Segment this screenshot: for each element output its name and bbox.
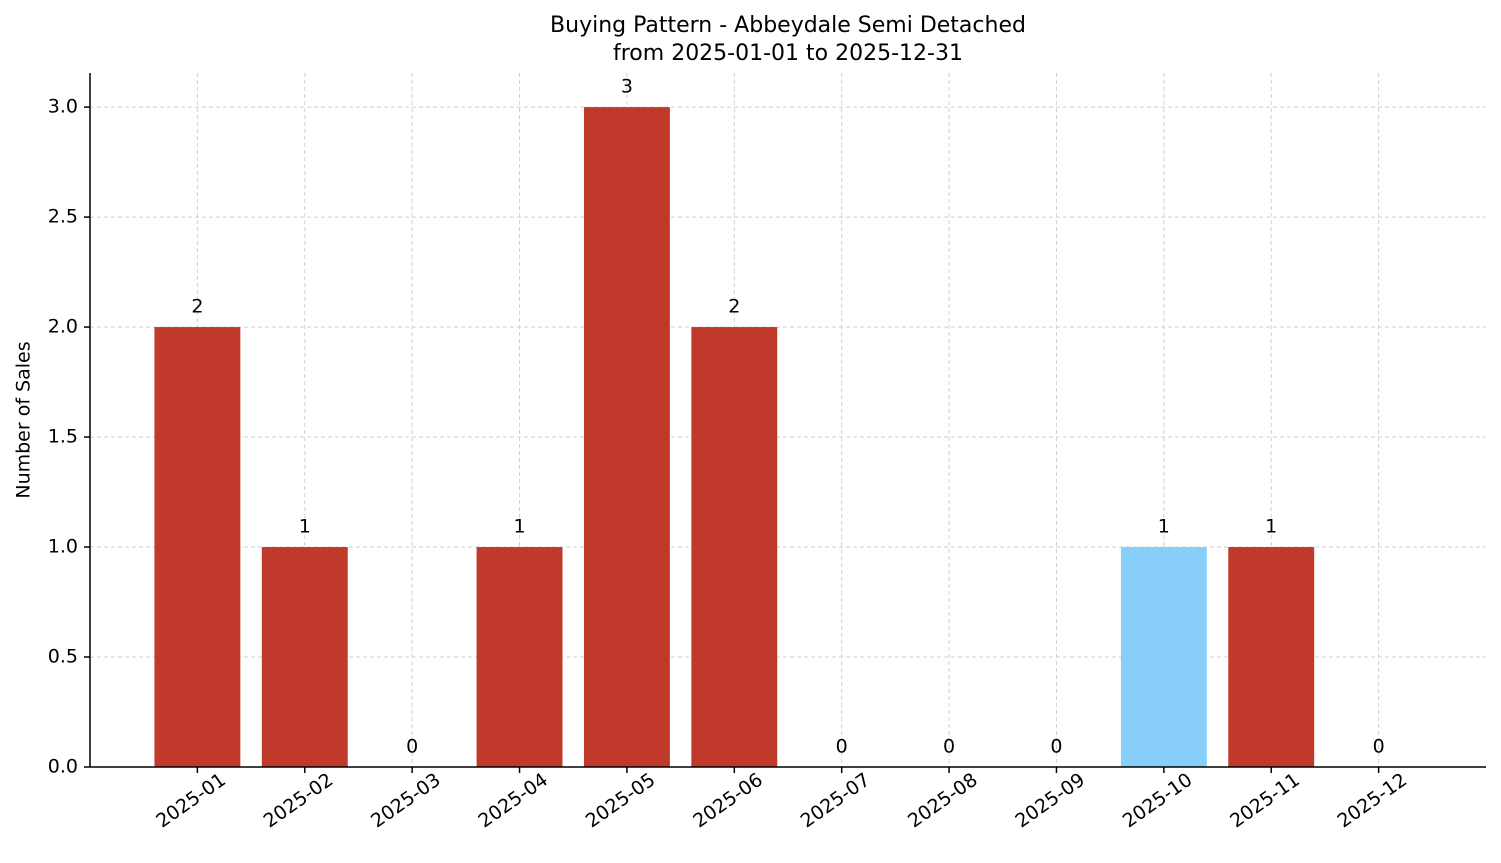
value-label: 0 (406, 736, 418, 758)
bar (1120, 547, 1207, 767)
y-tick-label: 1.5 (48, 426, 78, 448)
x-tick-label: 2025-10 (1119, 769, 1197, 833)
x-tick-label: 2025-04 (474, 769, 552, 833)
y-tick-label: 2.0 (48, 316, 78, 338)
bar (154, 327, 241, 767)
value-label: 0 (836, 736, 848, 758)
value-label: 0 (1050, 736, 1062, 758)
chart-title: Buying Pattern - Abbeydale Semi Detached (550, 13, 1026, 38)
bar (1228, 547, 1315, 767)
bar (476, 547, 563, 767)
x-tick-label: 2025-08 (904, 769, 982, 833)
bar (261, 547, 348, 767)
value-label: 1 (513, 516, 525, 538)
value-label: 0 (943, 736, 955, 758)
value-label: 1 (1265, 516, 1277, 538)
value-label: 1 (299, 516, 311, 538)
value-label: 0 (1373, 736, 1385, 758)
x-tick-label: 2025-09 (1011, 769, 1089, 833)
x-tick-label: 2025-05 (582, 769, 660, 833)
y-axis-label: Number of Sales (13, 341, 35, 498)
x-tick-label: 2025-11 (1226, 769, 1304, 833)
y-tick-label: 2.5 (48, 206, 78, 228)
x-tick-label: 2025-06 (689, 769, 767, 833)
chart-subtitle: from 2025-01-01 to 2025-12-31 (613, 41, 963, 66)
x-tick-label: 2025-01 (152, 769, 230, 833)
x-tick-label: 2025-07 (797, 769, 875, 833)
x-tick-label: 2025-03 (367, 769, 445, 833)
x-tick-label: 2025-02 (260, 769, 338, 833)
y-tick-label: 0.0 (48, 756, 78, 778)
value-label: 3 (621, 76, 633, 98)
value-label: 2 (191, 296, 203, 318)
bar (583, 107, 670, 767)
bar (691, 327, 778, 767)
x-tick-label: 2025-12 (1334, 769, 1412, 833)
y-tick-label: 1.0 (48, 536, 78, 558)
value-label: 1 (1158, 516, 1170, 538)
y-tick-label: 0.5 (48, 646, 78, 668)
y-tick-label: 3.0 (48, 96, 78, 118)
value-label: 2 (728, 296, 740, 318)
